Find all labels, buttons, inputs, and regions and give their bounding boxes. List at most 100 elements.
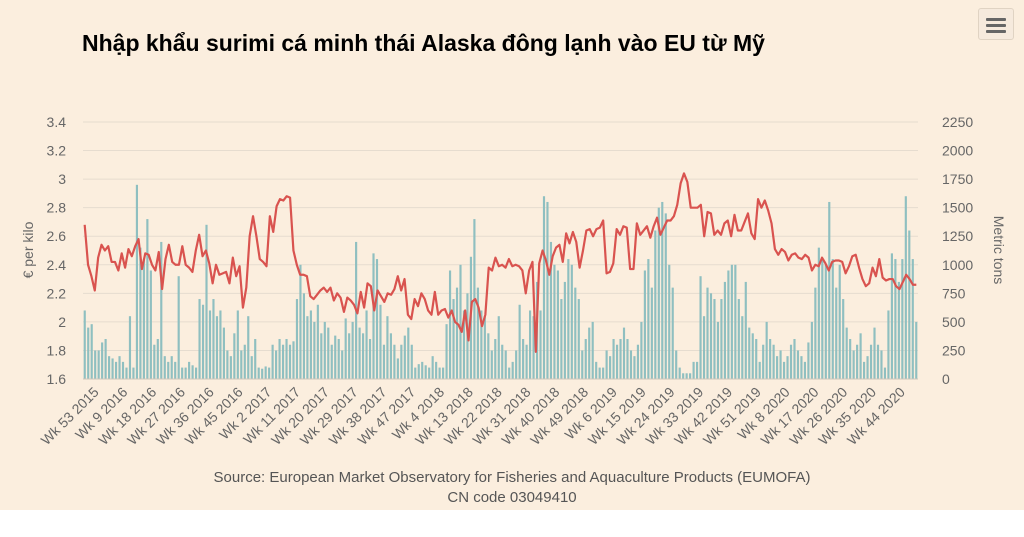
bar bbox=[730, 264, 733, 379]
y-right-tick-label: 500 bbox=[942, 314, 966, 330]
bar bbox=[702, 316, 706, 379]
bar bbox=[904, 196, 907, 379]
bar bbox=[522, 339, 525, 379]
bar bbox=[598, 367, 601, 379]
y-left-tick-label: 2.8 bbox=[47, 200, 67, 216]
y-right-tick-label: 1500 bbox=[942, 200, 973, 216]
bar bbox=[351, 321, 354, 379]
bar bbox=[243, 344, 246, 379]
grid-lines bbox=[83, 121, 918, 380]
bar bbox=[876, 344, 880, 379]
y-right-tick-label: 250 bbox=[942, 342, 966, 358]
bar bbox=[330, 344, 333, 379]
bar bbox=[563, 281, 566, 379]
bar bbox=[668, 264, 671, 379]
bar bbox=[706, 287, 709, 379]
bar bbox=[156, 339, 159, 379]
bar bbox=[782, 361, 786, 379]
bar bbox=[201, 304, 205, 379]
bar bbox=[361, 333, 365, 379]
bar bbox=[737, 299, 740, 379]
bar bbox=[379, 304, 382, 379]
chart-menu-button[interactable] bbox=[978, 8, 1014, 40]
line-series bbox=[83, 172, 917, 353]
bar bbox=[695, 361, 699, 379]
bar bbox=[810, 321, 813, 379]
y-left-tick-label: 3.4 bbox=[47, 114, 67, 130]
bar bbox=[104, 339, 107, 379]
bar bbox=[723, 281, 726, 379]
bar bbox=[570, 264, 573, 379]
bar bbox=[184, 367, 187, 379]
bar bbox=[546, 201, 549, 379]
bar bbox=[132, 367, 135, 379]
bar bbox=[528, 310, 532, 379]
bar bbox=[198, 299, 201, 379]
bar bbox=[90, 324, 93, 379]
y-axis-right: 0 250 500 750 1000 1250 1500 1750 2000 2250 bbox=[942, 114, 973, 387]
bar bbox=[602, 367, 605, 379]
bar bbox=[869, 344, 873, 379]
bar bbox=[382, 344, 386, 379]
bar bbox=[849, 339, 852, 379]
bar bbox=[796, 350, 800, 379]
bar bbox=[247, 316, 250, 379]
y-left-tick-label: 3.2 bbox=[47, 143, 67, 159]
bar bbox=[622, 327, 626, 379]
bar bbox=[515, 350, 518, 379]
bar bbox=[859, 333, 862, 379]
y-axis-left-label: € per kilo bbox=[20, 221, 36, 278]
bar bbox=[758, 361, 761, 379]
bar bbox=[629, 350, 633, 379]
hamburger-menu-icon-bar bbox=[986, 30, 1006, 33]
bar bbox=[114, 361, 118, 379]
bar bbox=[452, 299, 455, 379]
bar bbox=[188, 361, 191, 379]
bar bbox=[146, 219, 149, 379]
bar bbox=[435, 361, 438, 379]
bar bbox=[664, 213, 667, 379]
bar bbox=[553, 264, 556, 379]
bar bbox=[908, 230, 911, 379]
bar bbox=[254, 339, 257, 379]
bar bbox=[438, 367, 441, 379]
bar bbox=[281, 344, 285, 379]
y-right-tick-label: 1750 bbox=[942, 171, 973, 187]
y-axis-left: 1.6 1.8 2 2.2 2.4 2.6 2.8 3 3.2 3.4 bbox=[47, 114, 67, 387]
bar bbox=[814, 287, 817, 379]
bar bbox=[320, 333, 323, 379]
bar bbox=[508, 367, 511, 379]
bar bbox=[292, 341, 295, 379]
bar bbox=[417, 364, 420, 379]
bar bbox=[306, 316, 309, 379]
bar bbox=[824, 264, 827, 379]
bar bbox=[490, 350, 493, 379]
bar bbox=[911, 259, 914, 379]
y-axis-right-label: Metric tons bbox=[991, 216, 1007, 284]
bar bbox=[487, 333, 490, 379]
bar bbox=[407, 327, 410, 379]
bar bbox=[174, 361, 177, 379]
bar bbox=[751, 333, 754, 379]
bar bbox=[828, 201, 831, 379]
bar bbox=[87, 327, 90, 379]
bar bbox=[591, 321, 594, 379]
bar bbox=[236, 310, 239, 379]
bar bbox=[542, 196, 546, 379]
bar bbox=[160, 241, 163, 379]
bar bbox=[344, 318, 347, 379]
bar bbox=[448, 270, 452, 379]
bar bbox=[222, 327, 225, 379]
bar bbox=[191, 365, 194, 379]
bar bbox=[609, 356, 612, 379]
bar bbox=[915, 321, 918, 379]
y-right-tick-label: 750 bbox=[942, 285, 966, 301]
bar bbox=[901, 259, 904, 379]
bar bbox=[789, 344, 793, 379]
bar bbox=[421, 361, 424, 379]
bar bbox=[685, 373, 688, 379]
bar bbox=[480, 310, 483, 379]
bar bbox=[396, 358, 399, 379]
bar bbox=[455, 287, 459, 379]
